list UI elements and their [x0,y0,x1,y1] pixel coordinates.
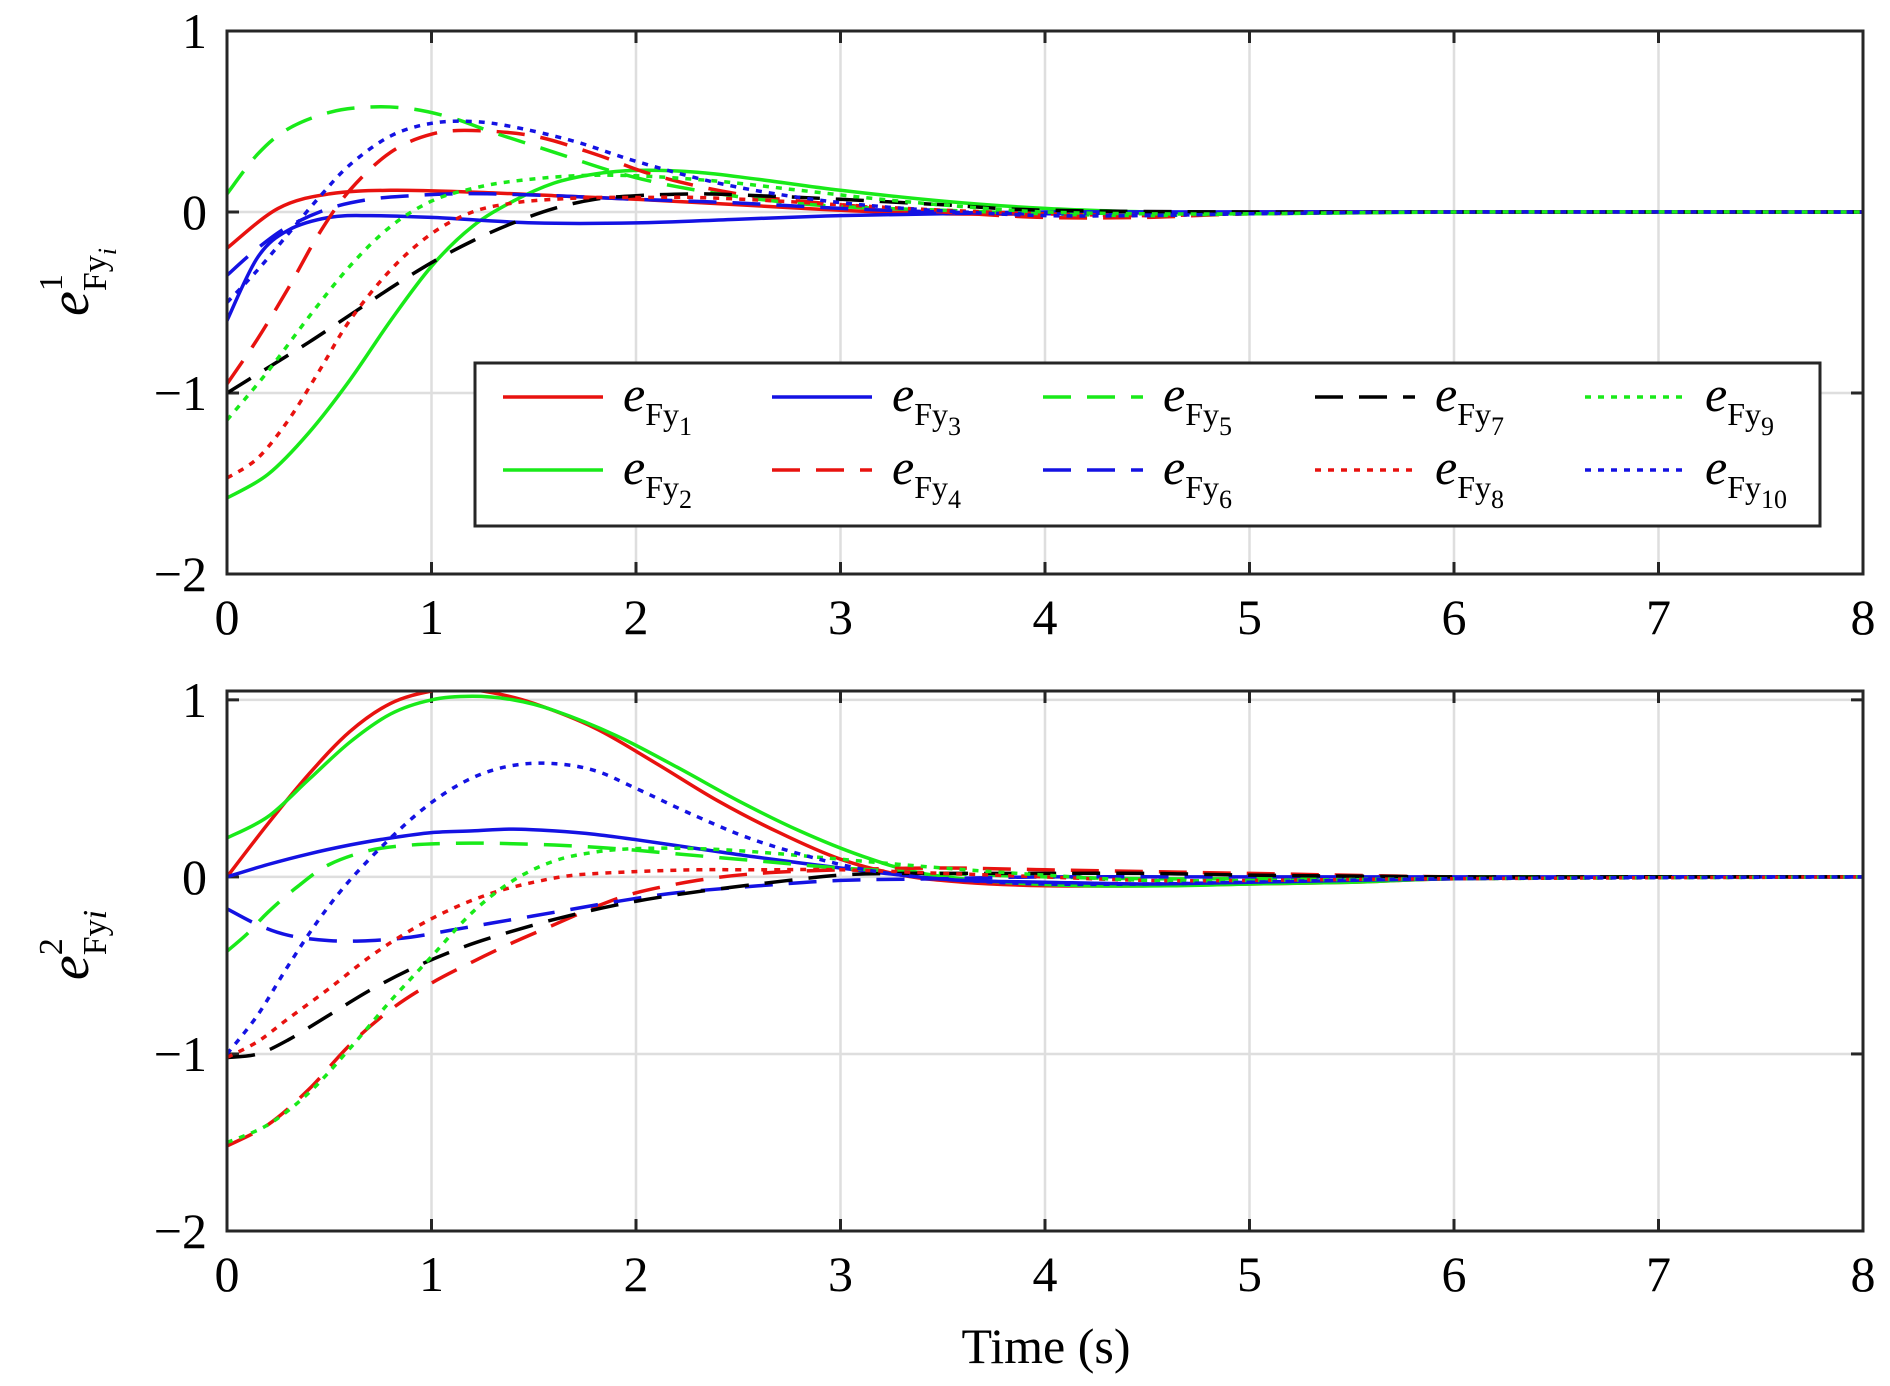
y-tick-label: 0 [182,184,207,240]
bottom-axes-frame [225,689,1865,1233]
legend-label-2: eFy2 [623,439,692,514]
legend-label-9: eFy9 [1705,366,1774,441]
series-line-10 [227,119,1863,304]
bottom-x-ticks: 0 1 2 3 4 5 6 7 8 [215,691,1876,1302]
x-axis-label: Time (s) [961,1318,1130,1374]
x-tick-label: 3 [828,589,853,645]
top-axes-frame [225,29,1865,576]
top-series [227,105,1863,500]
x-tick-label: 3 [828,1246,853,1302]
legend-label-1: eFy1 [623,366,692,441]
y-tick-label: 1 [182,672,207,728]
x-tick-label: 4 [1033,589,1058,645]
bottom-panel: 0 1 2 3 4 5 6 7 8 −2 −1 0 1 e2 Fyi [33,672,1876,1302]
legend-label-8: eFy8 [1435,439,1504,514]
x-tick-label: 2 [624,1246,649,1302]
top-x-ticks: 0 1 2 3 4 5 6 7 8 [215,31,1876,645]
x-tick-label: 6 [1442,1246,1467,1302]
top-y-axis-label: e1 Fyi [33,248,122,316]
x-tick-label: 5 [1237,589,1262,645]
x-tick-label: 8 [1851,1246,1876,1302]
x-tick-label: 7 [1646,1246,1671,1302]
series-line-10 [227,761,1863,1056]
x-tick-label: 0 [215,589,240,645]
legend-label-3: eFy3 [892,366,961,441]
series-line-6 [227,191,1863,277]
legend-box [473,361,1822,528]
legend-label-10: eFy10 [1705,439,1787,514]
series-line-9 [227,173,1863,422]
x-tick-label: 1 [419,589,444,645]
bottom-series [227,691,1863,1148]
legend-label-4: eFy4 [892,439,961,514]
y-tick-label: 0 [182,849,207,905]
x-tick-label: 6 [1442,589,1467,645]
legend-label-5: eFy5 [1163,366,1232,441]
y-tick-label: −2 [154,546,207,602]
legend-label-7: eFy7 [1435,366,1504,441]
y-tick-label: −1 [154,365,207,421]
x-tick-label: 8 [1851,589,1876,645]
y-tick-label: −2 [154,1203,207,1259]
x-tick-label: 4 [1033,1246,1058,1302]
series-line-7 [227,871,1863,1060]
x-tick-label: 5 [1237,1246,1262,1302]
x-tick-label: 2 [624,589,649,645]
bottom-y-axis-label: e2 Fyi [33,910,114,980]
y-tick-label: 1 [182,3,207,59]
x-tick-label: 7 [1646,589,1671,645]
top-y-ticks: −2 −1 0 1 [154,3,1863,602]
x-tick-label: 0 [215,1246,240,1302]
series-line-9 [227,846,1863,1145]
x-tick-label: 1 [419,1246,444,1302]
bottom-y-ticks: −2 −1 0 1 [154,672,1863,1259]
legend-label-6: eFy6 [1163,439,1232,514]
y-tick-label: −1 [154,1026,207,1082]
